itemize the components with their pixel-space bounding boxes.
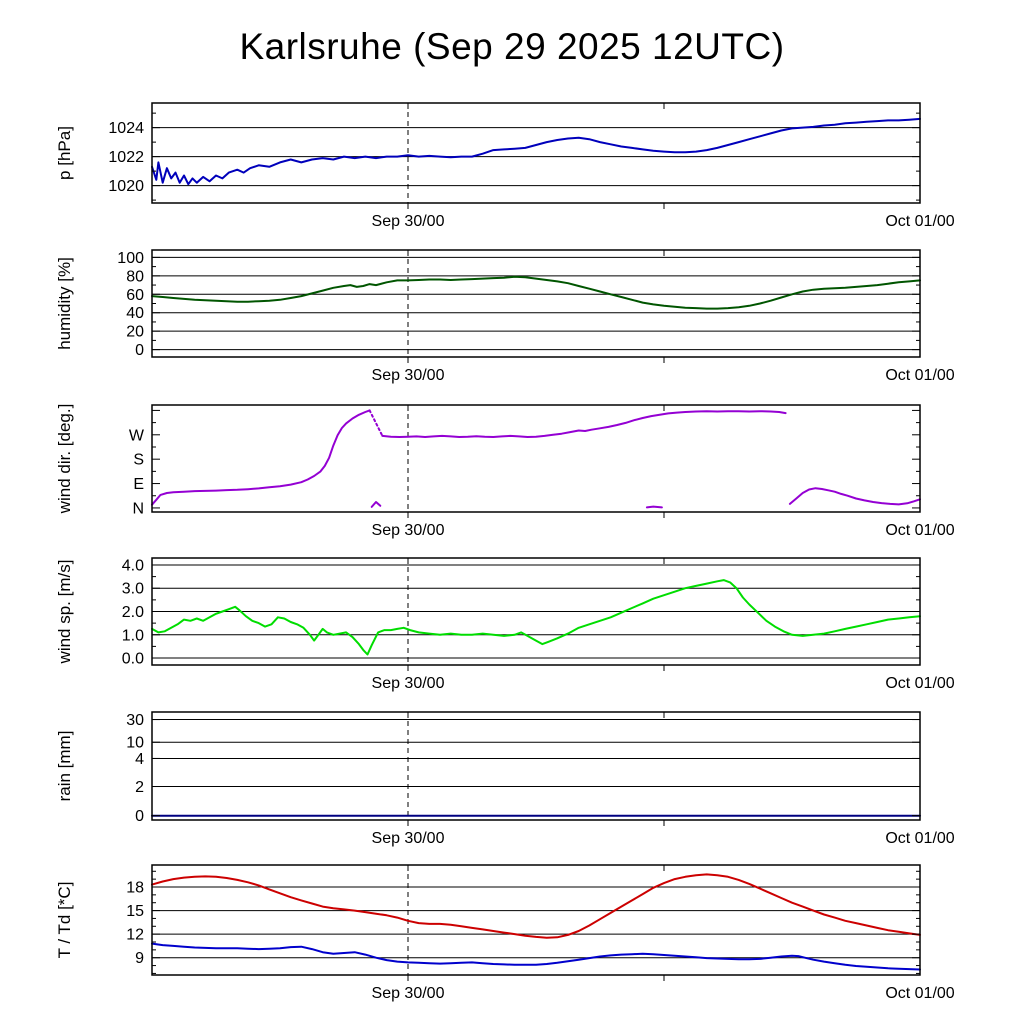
y-tick-label: 4.0 [122, 557, 144, 574]
y-tick-label: E [133, 476, 144, 493]
y-tick-label: 40 [126, 305, 144, 322]
y-axis-title: wind sp. [m/s] [55, 560, 74, 665]
panel-wind-speed: 0.0 1.0 2.0 3.0 4.0 Sep 30/00 Oct 01/00 wind sp… [55, 557, 955, 692]
y-axis-title: wind dir. [deg.] [55, 404, 74, 515]
x-tick-label: Sep 30/00 [372, 522, 445, 539]
series-wind-direction [370, 501, 382, 508]
plot-frame [151, 711, 921, 821]
y-tick-label: 30 [126, 712, 144, 729]
plot-frame [151, 864, 921, 976]
x-tick-label: Oct 01/00 [885, 985, 954, 1002]
y-tick-label: 100 [117, 250, 144, 267]
plot-frame [151, 249, 921, 358]
x-tick-label: Sep 30/00 [372, 367, 445, 384]
y-tick-label: 4 [135, 751, 144, 768]
x-tick-label: Oct 01/00 [885, 522, 954, 539]
series-pressure [151, 117, 921, 186]
x-tick-label: Oct 01/00 [885, 675, 954, 692]
series-dewpoint [151, 942, 921, 971]
series-wind-speed [151, 579, 921, 656]
y-tick-label: 0 [135, 342, 144, 359]
y-axis-title: rain [mm] [55, 731, 74, 802]
y-tick-label: 18 [126, 880, 144, 897]
x-tick-label: Oct 01/00 [885, 213, 954, 230]
series-temperature [151, 873, 921, 939]
plot-frame [151, 102, 921, 204]
x-tick-label: Sep 30/00 [372, 213, 445, 230]
y-tick-label: 1024 [108, 120, 144, 137]
series-wind-direction [151, 409, 371, 506]
y-tick-label: 10 [126, 735, 144, 752]
series-humidity [151, 275, 921, 310]
y-tick-label: W [129, 427, 145, 444]
panel-temperature-dewpoint: 9 12 15 18 Sep 30/00 Oct 01/00 T / Td [*C] [55, 864, 955, 1002]
y-axis-title: p [hPa] [55, 126, 74, 180]
y-tick-label: 80 [126, 268, 144, 285]
plot-frame [151, 404, 921, 513]
y-tick-label: 2 [135, 779, 144, 796]
panel-pressure: 1020 1022 1024 Sep 30/00 Oct 01/00 p [hPa] [55, 102, 955, 230]
x-tick-label: Sep 30/00 [372, 830, 445, 847]
series-wind-direction [788, 487, 921, 506]
y-tick-label: 9 [135, 950, 144, 967]
y-axis-title: T / Td [*C] [55, 882, 74, 959]
x-tick-label: Oct 01/00 [885, 367, 954, 384]
y-tick-label: 12 [126, 927, 144, 944]
series-wind-direction [645, 505, 663, 509]
x-tick-label: Sep 30/00 [372, 985, 445, 1002]
y-tick-label: 15 [126, 903, 144, 920]
chart-title: Karlsruhe (Sep 29 2025 12UTC) [239, 26, 785, 67]
y-tick-label: 1020 [108, 178, 144, 195]
y-tick-label: 2.0 [122, 604, 144, 621]
x-tick-label: Sep 30/00 [372, 675, 445, 692]
x-tick-label: Oct 01/00 [885, 830, 954, 847]
series-wind-direction-wrap [368, 409, 384, 437]
panel-rain: 0 2 410 30 Sep 30/00 Oct 01/00 rain [mm] [55, 711, 955, 847]
y-axis-title: humidity [%] [55, 257, 74, 350]
y-tick-label: N [132, 500, 144, 517]
y-tick-label: 1.0 [122, 627, 144, 644]
series-wind-direction [381, 410, 787, 438]
y-tick-label: 60 [126, 287, 144, 304]
y-tick-label: 3.0 [122, 581, 144, 598]
y-tick-label: S [133, 452, 144, 469]
y-tick-label: 0.0 [122, 651, 144, 668]
y-tick-label: 0 [135, 808, 144, 825]
y-tick-label: 20 [126, 324, 144, 341]
y-tick-label: 1022 [108, 149, 144, 166]
